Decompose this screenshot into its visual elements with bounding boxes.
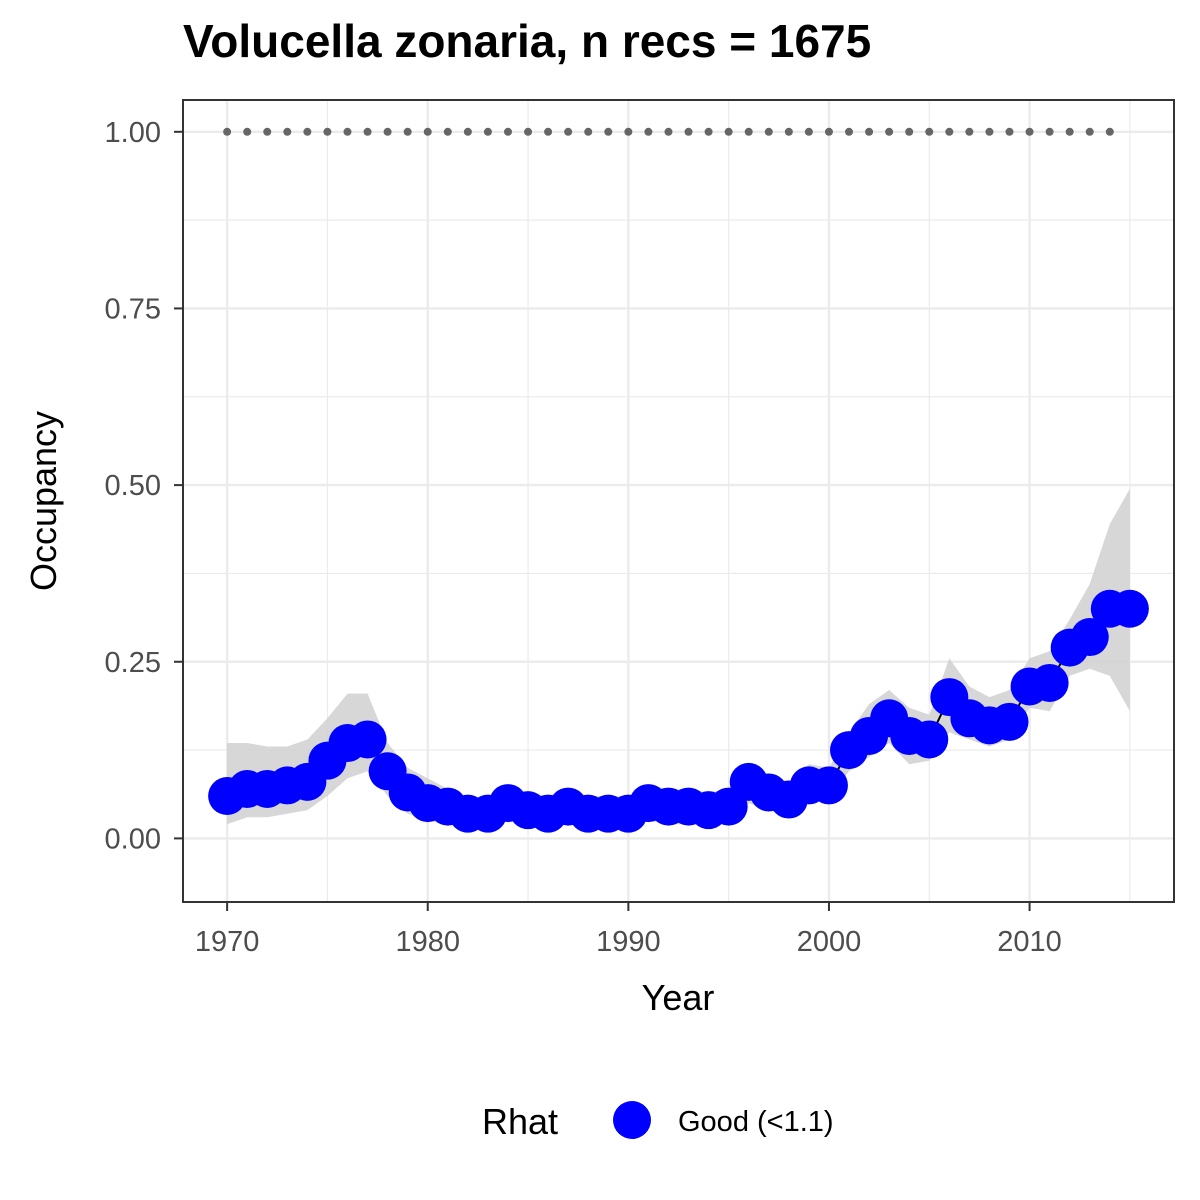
reference-dot	[1025, 127, 1034, 136]
reference-dot	[965, 127, 974, 136]
reference-dot	[1065, 127, 1074, 136]
x-tick-label: 1980	[395, 926, 460, 958]
y-tick-label: 0.00	[105, 823, 161, 855]
data-point	[1110, 589, 1149, 628]
y-tick-label: 0.75	[105, 293, 161, 325]
y-tick-label: 0.50	[105, 470, 161, 502]
reference-dot	[564, 127, 573, 136]
reference-dot	[704, 127, 713, 136]
reference-dot	[784, 127, 793, 136]
reference-dot	[524, 127, 533, 136]
panel-border	[182, 99, 1175, 903]
x-tick-label: 1990	[596, 926, 661, 958]
confidence-ribbon-layer	[227, 488, 1130, 828]
reference-dot	[905, 127, 914, 136]
reference-dot	[363, 127, 372, 136]
reference-dot	[925, 127, 934, 136]
reference-dot	[865, 127, 874, 136]
reference-dot	[243, 127, 252, 136]
reference-dot	[604, 127, 613, 136]
reference-dot	[804, 127, 813, 136]
reference-dot	[463, 127, 472, 136]
data-point	[1070, 618, 1109, 657]
reference-line-layer	[223, 127, 1114, 136]
reference-dot	[624, 127, 633, 136]
legend: Rhat Good (<1.1)	[482, 1101, 834, 1142]
reference-dot	[764, 127, 773, 136]
reference-dot	[644, 127, 653, 136]
reference-dot	[323, 127, 332, 136]
legend-key-good	[613, 1101, 651, 1139]
reference-dot	[423, 127, 432, 136]
x-tick-label: 2000	[797, 926, 862, 958]
x-tick-label: 2010	[997, 926, 1062, 958]
reference-dot	[1085, 127, 1094, 136]
reference-dot	[303, 127, 312, 136]
reference-dot	[443, 127, 452, 136]
reference-dot	[383, 127, 392, 136]
reference-dot	[845, 127, 854, 136]
axes: 1970 1980 1990 2000 2010 0.00 0.25 0.50 0.75 1.00	[105, 117, 1062, 958]
data-point	[910, 720, 949, 759]
data-point	[990, 702, 1029, 741]
data-point	[1030, 663, 1069, 702]
legend-title: Rhat	[482, 1101, 558, 1142]
data-point	[809, 766, 848, 805]
reference-dot	[1105, 127, 1114, 136]
reference-dot	[684, 127, 693, 136]
reference-dot	[664, 127, 673, 136]
reference-dot	[824, 127, 833, 136]
legend-label-good: Good (<1.1)	[678, 1106, 834, 1138]
reference-dot	[744, 127, 753, 136]
reference-dot	[263, 127, 272, 136]
reference-dot	[483, 127, 492, 136]
reference-dot	[503, 127, 512, 136]
y-axis-title: Occupancy	[23, 411, 64, 591]
reference-dot	[283, 127, 292, 136]
data-point	[348, 720, 387, 759]
reference-dot	[584, 127, 593, 136]
reference-dot	[724, 127, 733, 136]
reference-dot	[403, 127, 412, 136]
data-points-layer	[208, 589, 1149, 833]
reference-dot	[1045, 127, 1054, 136]
reference-dot	[343, 127, 352, 136]
reference-dot	[1005, 127, 1014, 136]
y-tick-label: 1.00	[105, 117, 161, 149]
y-tick-label: 0.25	[105, 647, 161, 679]
reference-dot	[885, 127, 894, 136]
x-tick-label: 1970	[195, 926, 260, 958]
x-axis-title: Year	[642, 977, 715, 1018]
reference-dot	[945, 127, 954, 136]
reference-dot	[223, 127, 232, 136]
reference-dot	[985, 127, 994, 136]
confidence-ribbon	[227, 488, 1130, 828]
chart-title: Volucella zonaria, n recs = 1675	[183, 15, 872, 67]
reference-dot	[544, 127, 553, 136]
